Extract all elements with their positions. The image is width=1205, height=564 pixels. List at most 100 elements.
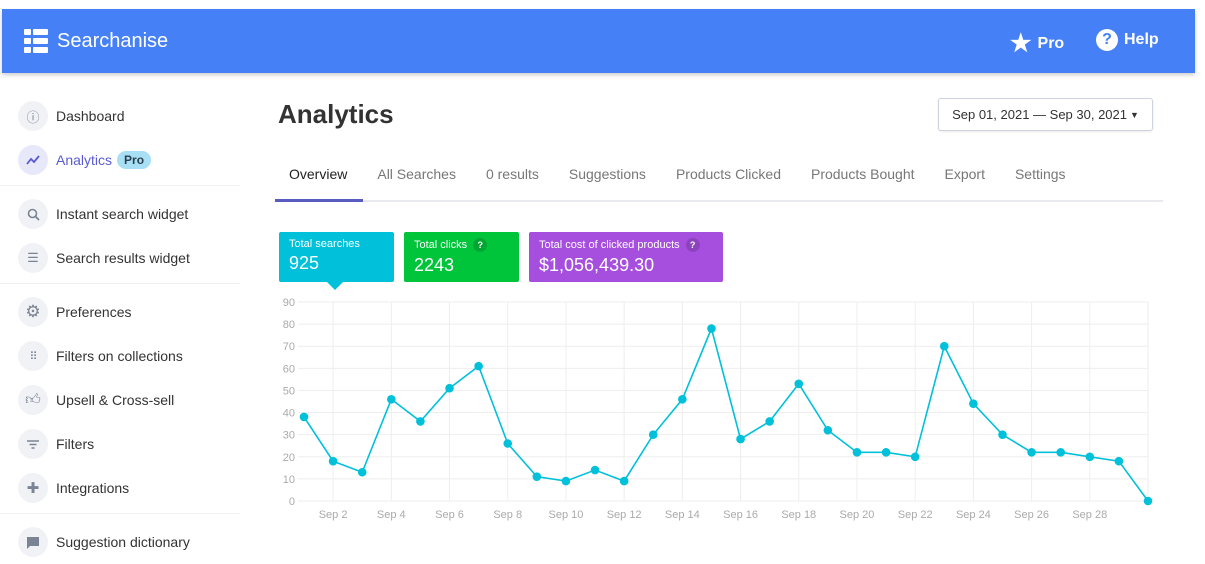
data-point — [736, 434, 745, 444]
card-value: $1,056,439.30 — [539, 255, 655, 275]
data-point — [503, 439, 513, 448]
data-point — [707, 324, 716, 333]
brand-name: Searchanise — [57, 29, 169, 52]
caret-down-icon: ▼ — [1130, 109, 1139, 120]
y-tick-label: 10 — [283, 474, 295, 486]
y-tick-label: 90 — [283, 297, 295, 309]
tab-settings[interactable]: Settings — [1014, 166, 1066, 182]
sidebar-item-label: Upsell & Cross-sell — [56, 392, 175, 408]
x-tick-label: Sep 14 — [665, 509, 700, 521]
help-icon: ? — [1096, 29, 1118, 51]
sidebar-item-integrations[interactable]: ✚ Integrations — [0, 466, 240, 510]
tab-products-clicked[interactable]: Products Clicked — [675, 166, 781, 182]
gear-icon: ⚙ — [18, 297, 48, 327]
sidebar-item-label: Search results widget — [56, 250, 190, 266]
analytics-tabs: Overview All Searches 0 results Suggesti… — [275, 158, 1163, 202]
puzzle-icon: ✚ — [18, 473, 48, 503]
tab-export[interactable]: Export — [944, 166, 985, 182]
x-tick-label: Sep 4 — [377, 509, 406, 521]
sidebar-item-upsell-cross-sell[interactable]: 👍︎ Upsell & Cross-sell — [0, 378, 240, 422]
sidebar-item-filters-on-collections[interactable]: ⠿ Filters on collections — [0, 334, 240, 378]
sidebar-item-label: Filters — [56, 436, 95, 452]
trend-icon — [18, 145, 48, 175]
divider — [0, 283, 240, 284]
data-point — [532, 472, 542, 481]
help-label: Help — [1124, 31, 1159, 48]
sidebar-item-analytics[interactable]: Analytics Pro — [0, 138, 240, 182]
y-tick-label: 80 — [283, 319, 295, 331]
filter-icon — [18, 429, 48, 459]
x-tick-label: Sep 18 — [781, 509, 816, 521]
data-point — [648, 430, 658, 439]
y-tick-label: 0 — [289, 496, 295, 508]
date-range-picker[interactable]: Sep 01, 2021 — Sep 30, 2021 ▼ — [938, 98, 1153, 131]
data-point — [852, 448, 862, 457]
x-tick-label: Sep 2 — [319, 509, 348, 521]
data-point — [1027, 448, 1036, 457]
data-point — [328, 456, 338, 466]
brand-logo[interactable]: Searchanise — [24, 29, 168, 53]
sidebar-item-label: Filters on collections — [56, 348, 183, 364]
sidebar-item-preferences[interactable]: ⚙ Preferences — [0, 290, 240, 334]
card-value: 925 — [289, 253, 320, 273]
series-line — [303, 326, 1149, 502]
x-tick-label: Sep 12 — [607, 509, 642, 521]
data-point — [590, 465, 600, 475]
data-point — [619, 476, 629, 486]
total-clicks-card[interactable]: Total clicks? 2243 — [404, 232, 519, 282]
sidebar-item-dashboard[interactable]: ⓘ Dashboard — [0, 94, 240, 138]
sidebar-item-search-results-widget[interactable]: ☰ Search results widget — [0, 236, 240, 280]
x-tick-label: Sep 20 — [840, 509, 875, 521]
data-point — [939, 341, 949, 351]
divider — [0, 185, 240, 186]
data-point — [998, 430, 1007, 439]
y-tick-label: 70 — [283, 341, 295, 353]
help-icon[interactable]: ? — [473, 238, 488, 252]
data-point — [765, 417, 774, 426]
data-point — [1143, 496, 1153, 506]
data-point — [416, 417, 425, 426]
x-tick-label: Sep 28 — [1072, 509, 1107, 521]
x-tick-label: Sep 22 — [898, 509, 933, 521]
total-cost-card[interactable]: Total cost of clicked products? $1,056,4… — [529, 232, 723, 282]
tab-all-searches[interactable]: All Searches — [377, 166, 456, 182]
data-point — [1085, 452, 1095, 462]
sidebar-item-label: Instant search widget — [56, 206, 189, 222]
thumbs-up-icon: 👍︎ — [18, 385, 48, 415]
sidebar-item-label: Integrations — [56, 480, 130, 496]
data-point — [357, 467, 367, 477]
y-tick-label: 60 — [283, 363, 295, 375]
tab-products-bought[interactable]: Products Bought — [810, 166, 915, 182]
sidebar-item-instant-search-widget[interactable]: Instant search widget — [0, 192, 240, 236]
top-bar: Searchanise ★ Pro ? Help — [2, 9, 1195, 73]
y-tick-label: 30 — [283, 430, 295, 442]
sidebar: ⓘ Dashboard Analytics Pro Instant search w… — [0, 94, 240, 564]
pro-label: Pro — [1037, 34, 1065, 52]
card-label: Total searches — [289, 238, 360, 250]
help-link[interactable]: ? Help — [1096, 29, 1159, 51]
data-point — [1056, 448, 1065, 457]
total-searches-card[interactable]: Total searches 925 — [279, 232, 394, 282]
x-tick-label: Sep 16 — [723, 509, 758, 521]
tab-overview[interactable]: Overview — [275, 158, 364, 202]
sidebar-item-label: Analytics — [56, 152, 113, 168]
grid-icon: ⠿ — [18, 341, 48, 371]
tab-0-results[interactable]: 0 results — [485, 166, 539, 182]
y-tick-label: 40 — [283, 408, 295, 420]
sidebar-item-suggestion-dictionary[interactable]: Suggestion dictionary — [0, 520, 240, 564]
data-point — [387, 394, 396, 404]
data-point — [474, 361, 483, 371]
pro-link[interactable]: ★ Pro — [1010, 29, 1064, 58]
tab-suggestions[interactable]: Suggestions — [568, 166, 646, 182]
help-icon[interactable]: ? — [685, 238, 700, 252]
data-point — [881, 448, 891, 457]
divider — [0, 513, 240, 514]
sidebar-item-label: Suggestion dictionary — [56, 534, 190, 550]
sidebar-item-filters[interactable]: Filters — [0, 422, 240, 466]
chat-icon — [18, 527, 48, 557]
x-tick-label: Sep 10 — [548, 509, 583, 521]
card-value: 2243 — [414, 255, 455, 275]
x-tick-label: Sep 8 — [493, 509, 522, 521]
data-point — [910, 452, 920, 462]
sidebar-item-label: Preferences — [56, 304, 132, 320]
